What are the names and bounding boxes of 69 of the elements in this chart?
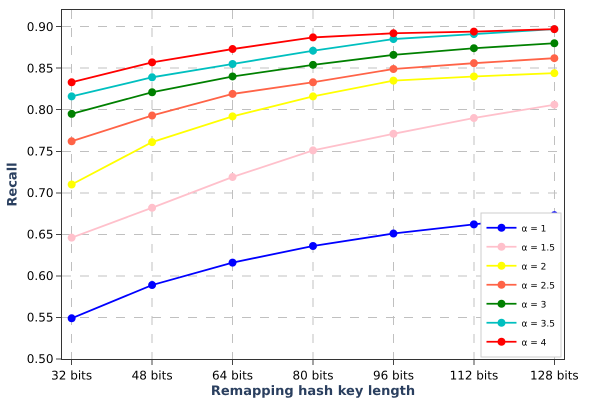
point bbox=[68, 180, 76, 188]
point bbox=[228, 60, 237, 68]
y-tick-label: 0.90 bbox=[26, 20, 54, 34]
legend-label: α = 2.5 bbox=[521, 281, 556, 292]
point bbox=[228, 72, 237, 80]
point bbox=[228, 258, 237, 267]
point bbox=[470, 220, 478, 228]
point bbox=[389, 230, 398, 238]
point bbox=[470, 28, 478, 36]
point bbox=[389, 76, 398, 85]
legend-label: α = 3.5 bbox=[521, 319, 556, 330]
point bbox=[148, 281, 156, 290]
legend-label: α = 1 bbox=[521, 224, 546, 234]
y-tick-label: 0.70 bbox=[26, 186, 54, 200]
legend-label: α = 4 bbox=[521, 338, 547, 348]
point bbox=[309, 146, 317, 154]
point bbox=[309, 60, 317, 69]
point bbox=[68, 92, 76, 100]
point bbox=[309, 33, 317, 42]
point bbox=[309, 78, 317, 86]
point bbox=[228, 45, 237, 54]
point bbox=[550, 39, 558, 48]
legend-label: α = 1.5 bbox=[521, 243, 556, 254]
point bbox=[148, 112, 156, 120]
y-tick-label: 0.55 bbox=[26, 310, 54, 325]
point bbox=[148, 138, 156, 146]
y-tick-label: 0.50 bbox=[26, 352, 54, 366]
point bbox=[148, 73, 156, 82]
x-tick-label: 48 bits bbox=[132, 368, 173, 382]
y-axis-title: Recall bbox=[6, 162, 21, 207]
point bbox=[470, 114, 478, 122]
point bbox=[148, 204, 156, 212]
x-tick-label: 112 bits bbox=[450, 368, 498, 382]
point bbox=[148, 58, 156, 66]
point bbox=[68, 314, 76, 322]
x-tick-label: 128 bits bbox=[530, 368, 579, 382]
point bbox=[309, 46, 317, 55]
point bbox=[470, 72, 478, 80]
point bbox=[389, 65, 398, 73]
point bbox=[228, 112, 237, 120]
y-tick-label: 0.75 bbox=[26, 144, 54, 158]
point bbox=[550, 54, 558, 62]
point bbox=[550, 100, 558, 109]
x-tick-label: 32 bits bbox=[51, 368, 92, 382]
y-tick-label: 0.65 bbox=[26, 228, 54, 242]
y-tick-label: 0.80 bbox=[26, 102, 54, 117]
y-tick-label: 0.60 bbox=[26, 269, 54, 284]
point bbox=[148, 88, 156, 96]
x-axis-title: Remapping hash key length bbox=[210, 384, 416, 400]
x-tick-label: 64 bits bbox=[212, 368, 254, 382]
legend-label: α = 3 bbox=[521, 300, 546, 310]
point bbox=[68, 110, 76, 118]
point bbox=[309, 242, 317, 250]
point bbox=[389, 29, 398, 38]
point bbox=[68, 78, 76, 86]
point bbox=[470, 59, 478, 68]
point bbox=[68, 234, 76, 242]
point bbox=[309, 92, 317, 100]
x-tick-label: 96 bits bbox=[372, 368, 414, 382]
point bbox=[228, 173, 237, 182]
y-tick-label: 0.85 bbox=[26, 61, 54, 76]
point bbox=[68, 137, 76, 146]
point bbox=[228, 90, 237, 98]
point bbox=[470, 44, 478, 52]
point bbox=[389, 50, 398, 59]
point bbox=[389, 130, 398, 138]
legend-label: α = 2 bbox=[521, 262, 546, 272]
x-tick-label: 80 bits bbox=[292, 368, 334, 382]
point bbox=[550, 69, 558, 78]
